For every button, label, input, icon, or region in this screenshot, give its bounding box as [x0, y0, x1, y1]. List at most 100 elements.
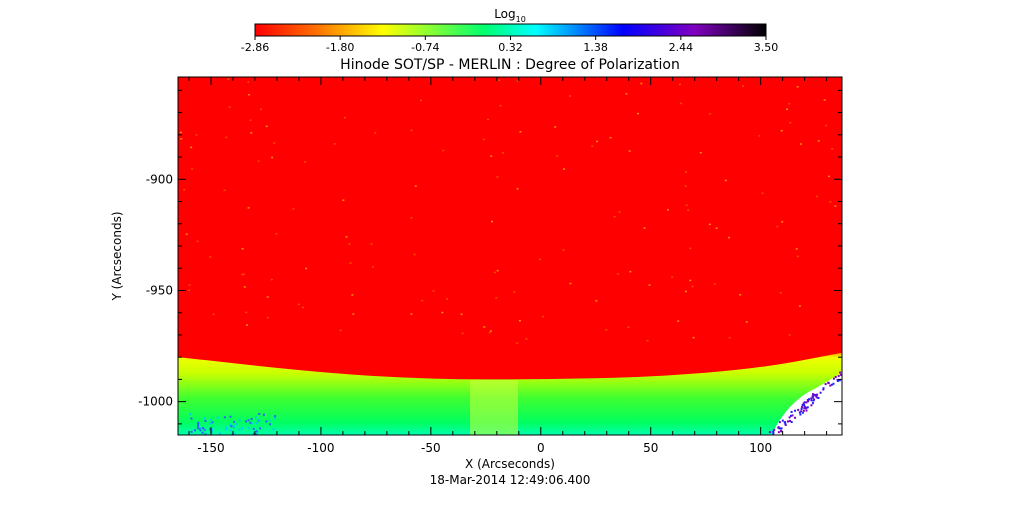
speckle	[488, 331, 491, 334]
speckle	[445, 298, 448, 300]
speckle	[829, 201, 832, 203]
speckle	[432, 290, 435, 292]
speckle	[185, 233, 188, 235]
edge-dot	[813, 393, 816, 396]
speckle	[780, 129, 783, 132]
speckle	[374, 132, 377, 134]
edge-dot	[218, 432, 221, 435]
edge-dot	[772, 433, 775, 435]
colorbar: Log10 -2.86 -1.80 -0.74 0.32 1.38 2.44 3.50	[241, 7, 778, 54]
edge-dot	[811, 396, 814, 399]
speckle	[779, 292, 782, 294]
x-tick-label: -100	[307, 441, 334, 455]
edge-dot	[245, 420, 248, 423]
edge-dot	[817, 397, 820, 400]
edge-dot	[838, 379, 841, 382]
edge-dot	[778, 421, 781, 424]
speckle	[671, 276, 674, 278]
speckle	[525, 338, 528, 340]
speckle	[292, 208, 295, 210]
edge-dot	[810, 399, 813, 402]
edge-dot	[233, 433, 236, 435]
speckle	[501, 152, 504, 154]
speckle	[345, 236, 348, 238]
speckle	[825, 124, 828, 127]
edge-dot	[225, 426, 228, 429]
speckle	[339, 329, 342, 332]
speckle	[191, 168, 194, 170]
speckle	[243, 273, 246, 275]
speckle	[786, 108, 789, 110]
speckle	[241, 273, 244, 276]
edge-dot	[794, 409, 797, 412]
speckle	[248, 93, 251, 96]
edge-dot	[190, 417, 193, 420]
edge-dot	[814, 394, 817, 397]
edge-dot	[778, 427, 781, 430]
speckle	[554, 126, 557, 128]
edge-dot	[829, 384, 832, 387]
edge-dot	[773, 428, 776, 431]
edge-dot	[794, 416, 797, 419]
edge-dot	[196, 427, 199, 430]
edge-dot	[248, 427, 251, 430]
edge-dot	[784, 423, 787, 426]
edge-dot	[273, 417, 276, 420]
speckle	[518, 319, 521, 322]
edge-dot	[272, 428, 275, 431]
edge-dot	[797, 408, 800, 411]
edge-dot	[197, 423, 200, 426]
edge-dot	[201, 431, 204, 434]
speckle	[275, 233, 278, 235]
edge-dot	[822, 388, 825, 391]
speckle	[817, 140, 820, 142]
edge-dot	[259, 427, 262, 430]
edge-dot	[800, 407, 803, 410]
speckle	[513, 291, 516, 293]
y-tick-label: -950	[146, 283, 173, 297]
edge-dot	[233, 420, 236, 423]
speckle	[343, 116, 346, 119]
speckle	[568, 95, 571, 97]
speckle	[257, 160, 260, 162]
speckle	[493, 271, 496, 274]
edge-dot	[790, 410, 793, 413]
edge-dot	[198, 427, 201, 430]
edge-dot	[783, 421, 786, 424]
speckle	[643, 227, 646, 229]
speckle	[796, 255, 799, 258]
speckle	[496, 176, 499, 178]
speckle	[831, 148, 834, 150]
x-axis-label: X (Arcseconds)	[465, 457, 555, 471]
edge-dot	[822, 387, 825, 390]
speckle	[489, 330, 492, 332]
y-axis: -900 -950 -1000	[138, 89, 842, 425]
speckle	[414, 185, 417, 187]
edge-dot	[209, 428, 212, 431]
edge-dot	[803, 401, 806, 404]
speckle	[613, 215, 616, 218]
edge-dot	[787, 420, 790, 423]
speckle	[188, 284, 191, 286]
edge-dot	[811, 393, 814, 396]
speckle	[305, 267, 308, 270]
edge-dot	[255, 422, 258, 425]
speckle	[596, 140, 599, 143]
edge-dot	[258, 419, 261, 422]
speckle	[692, 336, 695, 339]
speckle	[795, 248, 798, 250]
colorbar-ticks: -2.86 -1.80 -0.74 0.32 1.38 2.44 3.50	[241, 36, 778, 54]
y-tick-label: -900	[146, 172, 173, 186]
speckle	[370, 243, 373, 245]
edge-dot	[801, 411, 804, 414]
edge-dot	[274, 415, 277, 418]
speckle	[461, 332, 464, 335]
speckle	[273, 142, 276, 144]
edge-dot	[265, 420, 268, 423]
edge-dot	[788, 416, 791, 419]
speckle	[410, 313, 413, 315]
edge-dot	[208, 422, 211, 425]
speckle	[413, 253, 416, 256]
edge-dot	[238, 428, 241, 431]
colorbar-tick-label: 1.38	[583, 41, 608, 54]
